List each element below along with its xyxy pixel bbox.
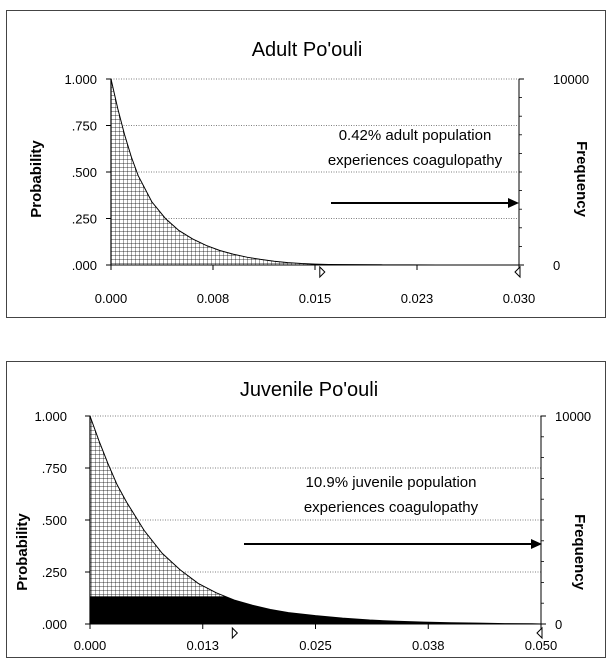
y-tick-label-left: .750: [72, 119, 97, 134]
juvenile-chart-svg: Juvenile Po'ouli Probability Frequency 1…: [14, 379, 591, 653]
y-axis-right-label: Frequency: [573, 141, 590, 218]
x-tick-label: 0.023: [401, 291, 434, 306]
adult-chart-svg: Adult Po'ouli Probability Frequency 0.42…: [28, 39, 590, 306]
x-tick-label: 0.008: [197, 291, 230, 306]
x-tick-label: 0.025: [299, 638, 332, 653]
y-tick-label-left: .000: [72, 258, 97, 273]
y-tick-label-right: 0: [555, 617, 562, 632]
chart-panel-adult: Adult Po'ouli Probability Frequency 0.42…: [6, 10, 606, 318]
y-tick-label-left: .250: [72, 212, 97, 227]
y-axis-left-label: Probability: [28, 140, 45, 218]
y-tick-label-left: .750: [42, 461, 67, 476]
y-tick-label-left: .250: [42, 565, 67, 580]
x-tick-label: 0.038: [412, 638, 445, 653]
annotation-arrow-head: [508, 198, 519, 208]
annotation-line-2: experiences coagulopathy: [304, 499, 479, 516]
y-axis-right-label: Frequency: [571, 514, 588, 591]
threshold-marker-left: [319, 265, 326, 279]
chart-title: Adult Po'ouli: [252, 39, 363, 61]
y-axis-left-label: Probability: [14, 513, 31, 591]
annotation-line-1: 10.9% juvenile population: [306, 474, 477, 491]
x-tick-label: 0.000: [95, 291, 128, 306]
chart-panel-juvenile: Juvenile Po'ouli Probability Frequency 1…: [6, 361, 606, 658]
y-tick-label-left: .500: [72, 165, 97, 180]
chart-title: Juvenile Po'ouli: [240, 379, 378, 401]
y-tick-label-right: 10000: [553, 72, 589, 87]
annotation-line-1: 0.42% adult population: [339, 127, 492, 144]
y-tick-label-left: 1.000: [64, 72, 97, 87]
threshold-marker-right: [536, 626, 543, 640]
x-tick-label: 0.013: [186, 638, 219, 653]
annotation-line-2: experiences coagulopathy: [328, 152, 503, 169]
y-tick-label-right: 0: [553, 258, 560, 273]
x-tick-label: 0.030: [503, 291, 536, 306]
y-tick-label-left: .500: [42, 513, 67, 528]
distribution-area: [110, 78, 520, 266]
annotation-arrow-head: [531, 539, 542, 549]
y-tick-label-right: 10000: [555, 409, 591, 424]
x-tick-label: 0.000: [74, 638, 107, 653]
y-tick-label-left: .000: [42, 617, 67, 632]
solid-band: [90, 596, 541, 624]
threshold-marker-right: [514, 265, 521, 279]
x-tick-label: 0.050: [525, 638, 558, 653]
y-tick-label-left: 1.000: [34, 409, 67, 424]
x-tick-label: 0.015: [299, 291, 332, 306]
threshold-marker-left: [231, 626, 239, 640]
